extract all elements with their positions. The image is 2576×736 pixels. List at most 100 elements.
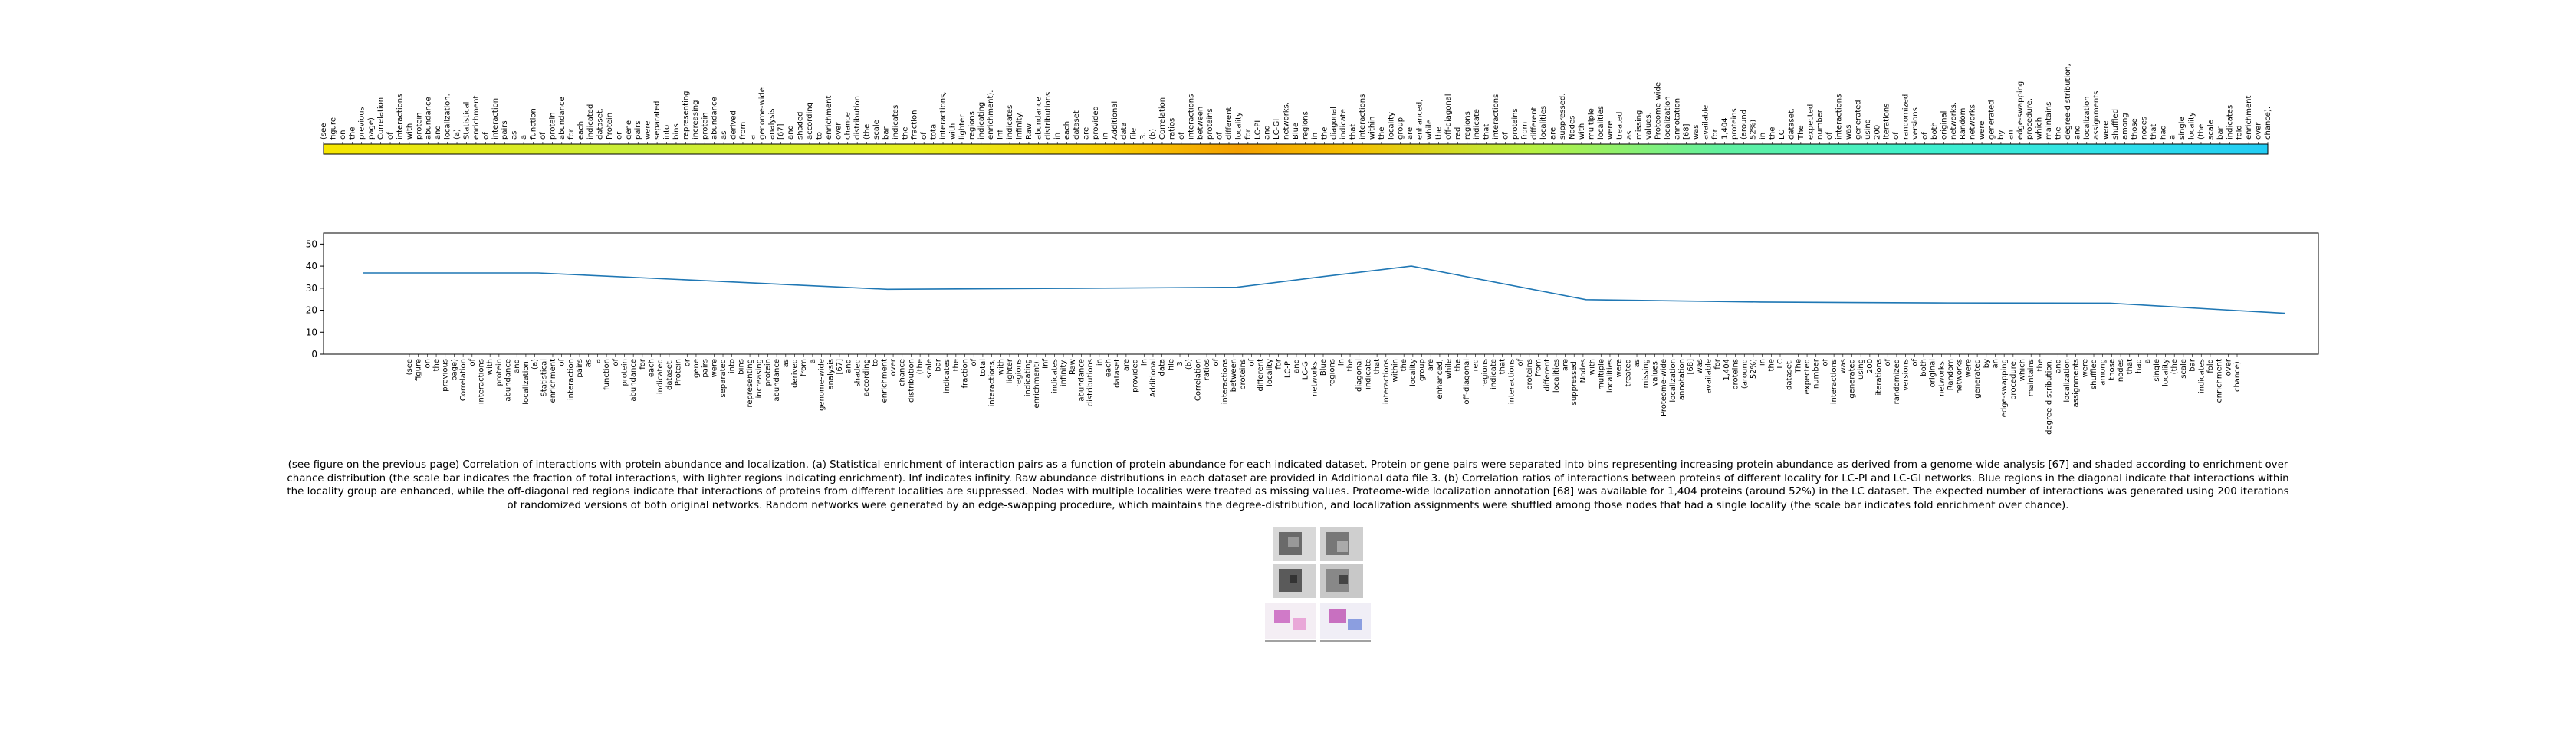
- y-tick-label: 50: [306, 238, 317, 249]
- colorbar-tick-label: abundance: [1034, 97, 1043, 140]
- colorbar: [323, 143, 2269, 155]
- x-tick-label: locality: [1409, 359, 1418, 386]
- colorbar-tick-label: interactions: [1187, 94, 1195, 140]
- colorbar-tick-label: Statistical: [463, 102, 472, 140]
- colorbar-tick-label: locality: [1387, 112, 1395, 140]
- x-tick-label: expected: [1803, 359, 1812, 394]
- colorbar-tick-label: as: [511, 131, 519, 140]
- colorbar-tick-label: locality: [2188, 112, 2196, 140]
- x-tick-label: regions: [1329, 359, 1337, 387]
- x-tick-label: indicated: [656, 359, 665, 394]
- x-tick-label: figure: [415, 359, 423, 381]
- x-tick-label: 200: [1866, 359, 1875, 373]
- x-tick-label: as: [782, 359, 790, 367]
- colorbar-tick-label: using: [1864, 119, 1872, 140]
- x-tick-label: scale: [925, 359, 934, 379]
- x-tick-label: that: [2126, 359, 2134, 374]
- colorbar-tick-label: analysis: [767, 109, 776, 140]
- x-tick-label: analysis: [826, 359, 835, 390]
- x-tick-label: that: [1373, 359, 1382, 374]
- x-tick-label: of: [468, 359, 477, 366]
- x-tick-label: [68]: [1687, 359, 1695, 375]
- colorbar-tick-label: (around: [1740, 110, 1748, 140]
- colorbar-tick-label: locality: [1234, 112, 1243, 140]
- x-tick-label: dataset.: [1786, 359, 1794, 390]
- x-tick-label: dataset.: [665, 359, 674, 390]
- colorbar-tick-label: suppressed.: [1559, 94, 1567, 140]
- x-tick-label: the: [1400, 359, 1408, 371]
- thumbnail-panel-b: [1265, 603, 1371, 642]
- x-tick-label: from: [800, 359, 808, 376]
- colorbar-tick-label: indicates: [2226, 105, 2234, 140]
- x-tick-label: distributions: [1086, 359, 1095, 406]
- x-tick-label: pairs: [702, 359, 710, 378]
- colorbar-tick-label: chance).: [2264, 107, 2272, 140]
- x-tick-label: enrichment: [549, 359, 557, 402]
- colorbar-tick-label: treated: [1616, 111, 1625, 140]
- x-tick-label: of: [1911, 359, 1919, 366]
- x-tick-label: The: [1794, 359, 1802, 374]
- colorbar-tick-label: according: [806, 102, 814, 140]
- colorbar-tick-label: [68]: [1683, 123, 1691, 140]
- colorbar-tick-label: (a): [453, 129, 462, 140]
- x-tick-label: in: [1096, 359, 1104, 366]
- colorbar-tick-label: total: [930, 122, 938, 140]
- x-tick-label: derived: [791, 359, 800, 388]
- x-tick-label: networks.: [1937, 359, 1946, 396]
- colorbar-tick-label: off-diagonal: [1444, 94, 1453, 140]
- colorbar-tick-label: localization: [2083, 96, 2091, 140]
- x-tick-label: Blue: [1319, 359, 1328, 376]
- colorbar-tick-label: bins: [672, 123, 681, 140]
- colorbar-tick-label: interactions,: [939, 92, 948, 140]
- colorbar-tick-label: with: [406, 123, 414, 140]
- x-tick-label: localization: [1669, 359, 1677, 402]
- colorbar-tick-label: scale: [872, 120, 881, 140]
- colorbar-tick-label: interactions: [396, 94, 405, 140]
- x-tick-label: shuffled: [2090, 359, 2098, 389]
- x-tick-label: proteins: [1239, 359, 1247, 390]
- chart-canvas: (see figure on the previous page) Correlation o…: [306, 64, 2319, 435]
- colorbar-tick-label: the: [1320, 127, 1329, 140]
- colorbar-tick-label: multiple: [1587, 108, 1595, 140]
- x-tick-label: file: [1167, 359, 1175, 370]
- x-tick-label: into: [728, 359, 737, 373]
- x-tick-labels: (see figure on the previous page) Correlation o…: [406, 354, 2242, 435]
- colorbar-tick-label: maintains: [2045, 102, 2053, 140]
- colorbar-tick-label: for: [1244, 128, 1253, 140]
- x-tick-label: distribution: [907, 359, 915, 402]
- x-tick-label: abundance: [629, 359, 638, 402]
- colorbar-tick-label: over: [2255, 122, 2263, 140]
- x-tick-label: for: [639, 358, 647, 370]
- colorbar-tick-label: generated: [1855, 100, 1863, 140]
- thumbnail-panel-a: [1273, 527, 1363, 598]
- colorbar-tick-label: proteins: [1206, 108, 1214, 140]
- x-tick-label: enhanced,: [1436, 359, 1444, 399]
- colorbar-tick-label: versions: [1911, 107, 1920, 140]
- colorbar-tick-label: in: [1053, 133, 1062, 140]
- x-tick-label: which: [2019, 359, 2027, 381]
- series-line: [363, 265, 2285, 314]
- x-tick-label: to: [872, 359, 880, 366]
- x-tick-label: abundance: [504, 359, 513, 402]
- y-tick-label: 0: [311, 349, 317, 360]
- y-tick-label: 30: [306, 283, 317, 294]
- colorbar-tick-label: Raw: [1025, 123, 1033, 140]
- x-tick-label: interactions: [1382, 359, 1391, 404]
- colorbar-tick-label: enrichment).: [987, 90, 995, 140]
- colorbar-tick-label: indicate: [1473, 109, 1481, 140]
- x-tick-label: [67]: [836, 359, 844, 375]
- colorbar-tick-label: the: [1378, 127, 1386, 140]
- x-tick-label: proteins: [1526, 359, 1534, 390]
- x-tick-label: Inf: [1042, 359, 1050, 369]
- x-tick-label: available: [1705, 359, 1714, 393]
- x-tick-label: are: [1427, 359, 1435, 371]
- colorbar-tick-label: of: [1178, 132, 1186, 140]
- colorbar-tick-label: page): [367, 117, 376, 140]
- x-tick-label: Protein: [675, 359, 683, 386]
- x-tick-label: versions: [1902, 359, 1911, 391]
- x-tick-label: was: [1839, 359, 1848, 374]
- x-tick-label: single: [2153, 359, 2161, 382]
- x-tick-label: interactions: [1507, 359, 1516, 404]
- colorbar-tick-label: that: [2150, 124, 2158, 140]
- x-tick-label: (b): [1185, 359, 1194, 370]
